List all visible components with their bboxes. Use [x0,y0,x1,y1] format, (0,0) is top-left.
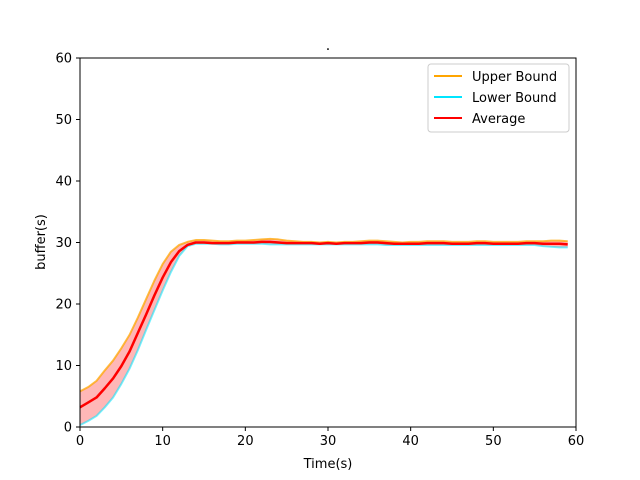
x-tick-label: 20 [237,434,254,449]
legend-frame [427,63,570,133]
y-tick-label: 0 [64,421,72,436]
x-tick-label: 50 [485,434,502,449]
axes: 0 10 20 30 40 50 60 0 10 20 30 40 50 60 [55,52,584,450]
chart-title: . [326,38,330,54]
x-axis-label: Time(s) [303,457,353,472]
plot-area [79,237,568,427]
legend: Upper Bound Lower Bound Average [427,63,570,133]
legend-label-upper: Upper Bound [472,70,557,85]
y-axis-label: buffer(s) [34,214,49,270]
x-tick-label: 10 [154,434,171,449]
legend-label-average: Average [472,112,525,127]
y-tick-label: 20 [55,298,72,313]
y-tick-label: 30 [55,236,72,251]
x-tick-label: 60 [568,434,585,449]
x-tick-label: 30 [320,434,337,449]
x-tick-label: 40 [402,434,419,449]
x-tick-label: 0 [76,434,84,449]
legend-label-lower: Lower Bound [472,91,557,106]
y-tick-label: 50 [55,113,72,128]
series-line-average [79,240,568,409]
y-tick-label: 10 [55,359,72,374]
y-tick-label: 60 [55,52,72,67]
y-tick-label: 40 [55,175,72,190]
